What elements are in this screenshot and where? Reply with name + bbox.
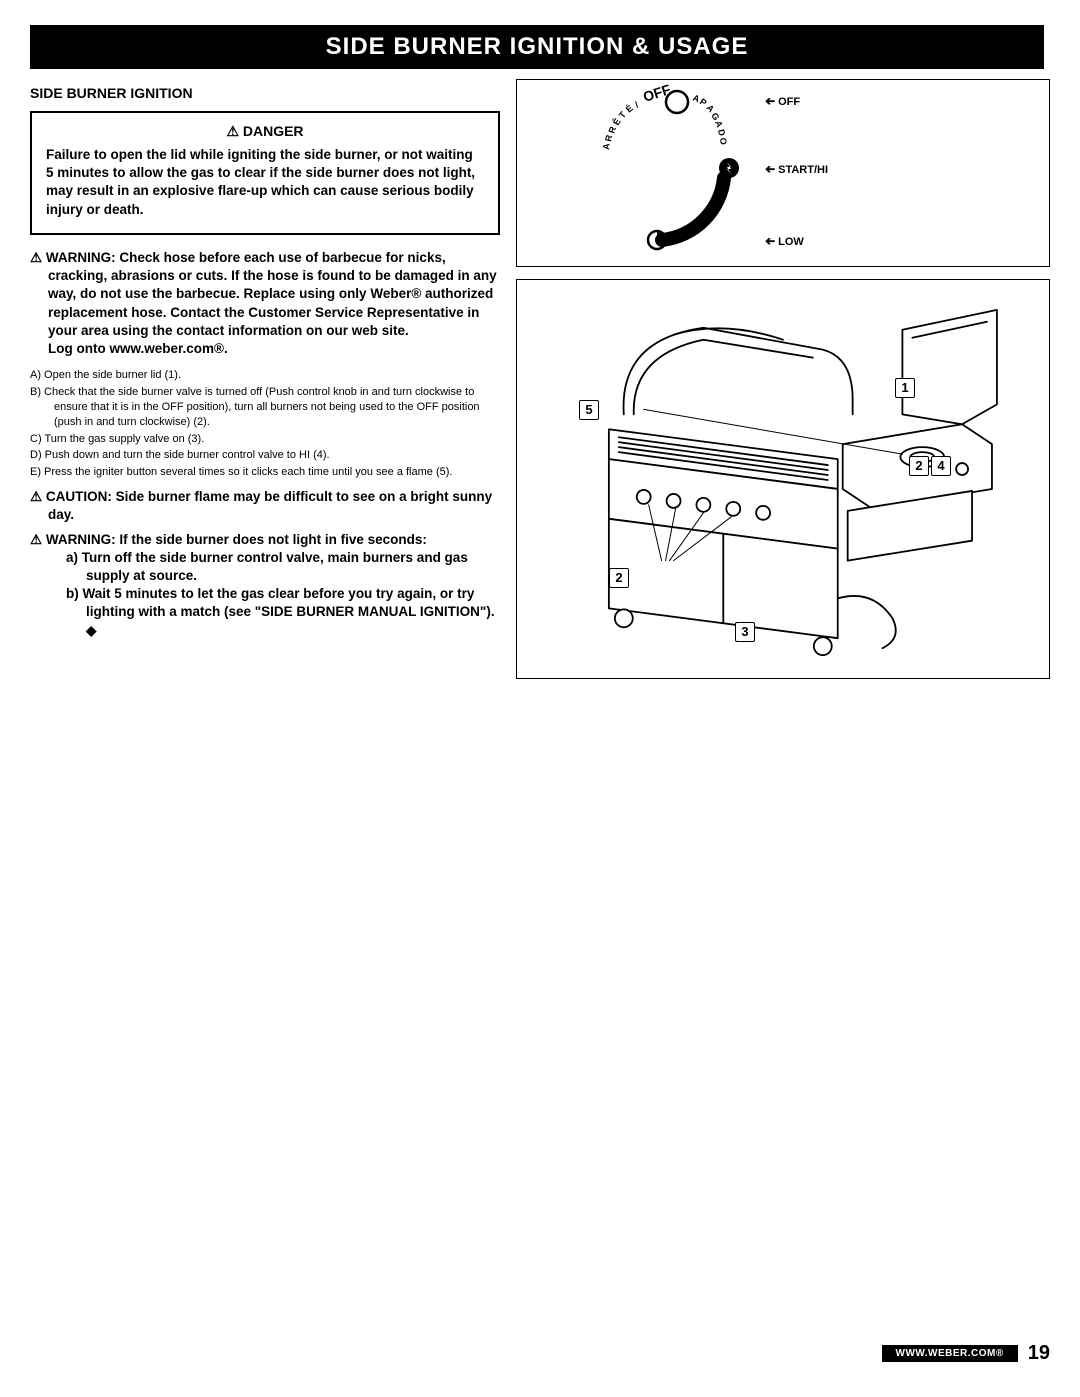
grill-diagram: 1 5 2 4 2 3 bbox=[516, 279, 1050, 679]
svg-text:O: O bbox=[718, 137, 729, 145]
danger-heading: ⚠ DANGER bbox=[46, 123, 484, 140]
danger-text: Failure to open the lid while igniting t… bbox=[46, 146, 484, 219]
off-label: OFF bbox=[778, 96, 800, 108]
page-title: SIDE BURNER IGNITION & USAGE bbox=[30, 25, 1050, 69]
svg-text:D: D bbox=[716, 128, 727, 137]
low-label: LOW bbox=[778, 236, 804, 248]
warning-hose: ⚠ WARNING: Check hose before each use of… bbox=[30, 249, 500, 358]
section-heading: SIDE BURNER IGNITION bbox=[30, 85, 500, 101]
page-number: 19 bbox=[1028, 1342, 1050, 1365]
start-label: START/HI bbox=[778, 164, 828, 176]
svg-text:/: / bbox=[633, 100, 640, 110]
left-column: SIDE BURNER IGNITION ⚠ DANGER Failure to… bbox=[30, 79, 500, 691]
arrow-left-icon: ➔ bbox=[765, 234, 775, 248]
dial-svg: OFF A P A G A D O A R R Ê T É / bbox=[517, 80, 797, 268]
step-c: C) Turn the gas supply valve on (3). bbox=[30, 432, 500, 447]
svg-text:OFF: OFF bbox=[641, 81, 673, 105]
right-column: OFF A P A G A D O A R R Ê T É / bbox=[516, 79, 1050, 691]
warning-step-b: b) Wait 5 minutes to let the gas clear b… bbox=[30, 585, 500, 640]
callout-2b: 2 bbox=[909, 456, 929, 476]
step-a: A) Open the side burner lid (1). bbox=[30, 368, 500, 383]
warning-hose-text: ⚠ WARNING: Check hose before each use of… bbox=[30, 250, 497, 338]
caution-text: ⚠ CAUTION: Side burner flame may be diff… bbox=[30, 488, 500, 524]
dial-label-low: ➔ LOW bbox=[765, 234, 804, 248]
arrow-left-icon: ➔ bbox=[765, 94, 775, 108]
steps-list: A) Open the side burner lid (1). B) Chec… bbox=[30, 368, 500, 480]
dial-diagram: OFF A P A G A D O A R R Ê T É / bbox=[516, 79, 1050, 267]
callout-1: 1 bbox=[895, 378, 915, 398]
dial-label-off: ➔ OFF bbox=[765, 94, 800, 108]
callout-3: 3 bbox=[735, 622, 755, 642]
step-b: B) Check that the side burner valve is t… bbox=[30, 385, 500, 430]
svg-text:R: R bbox=[603, 133, 614, 142]
arrow-left-icon: ➔ bbox=[765, 162, 775, 176]
footer-url: WWW.WEBER.COM® bbox=[882, 1345, 1018, 1362]
warning-five-seconds: ⚠ WARNING: If the side burner does not l… bbox=[30, 531, 500, 549]
callout-4: 4 bbox=[931, 456, 951, 476]
danger-box: ⚠ DANGER Failure to open the lid while i… bbox=[30, 111, 500, 235]
callout-2a: 2 bbox=[609, 568, 629, 588]
grill-svg bbox=[517, 280, 1049, 678]
svg-text:É: É bbox=[624, 103, 635, 115]
svg-text:A: A bbox=[601, 142, 612, 150]
dial-label-start: ➔ START/HI bbox=[765, 162, 828, 176]
callout-5: 5 bbox=[579, 400, 599, 420]
warning-step-a: a) Turn off the side burner control valv… bbox=[30, 549, 500, 585]
warning-hose-log: Log onto www.weber.com®. bbox=[48, 341, 228, 356]
step-e: E) Press the igniter button several time… bbox=[30, 465, 500, 480]
page-footer: WWW.WEBER.COM® 19 bbox=[882, 1342, 1051, 1365]
step-d: D) Push down and turn the side burner co… bbox=[30, 448, 500, 463]
